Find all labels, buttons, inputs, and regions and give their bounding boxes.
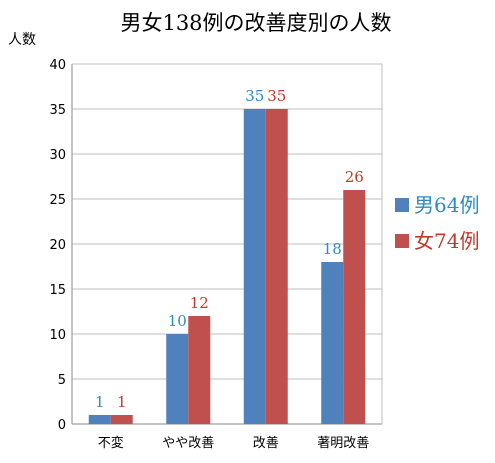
data-label: 1 [117, 393, 127, 411]
bar [243, 109, 266, 424]
y-tick-label: 0 [58, 418, 66, 433]
x-tick-label: 著明改善 [317, 435, 369, 451]
y-tick-label: 25 [49, 193, 66, 208]
data-label: 12 [190, 294, 209, 312]
bars [88, 109, 366, 424]
data-label: 26 [345, 168, 364, 186]
y-tick-label: 5 [58, 373, 66, 388]
y-axis-label: 人数 [8, 32, 36, 48]
bar [166, 334, 189, 424]
legend-swatch [395, 198, 409, 212]
bar [110, 415, 133, 424]
y-tick-label: 20 [49, 238, 66, 253]
y-tick-label: 15 [49, 283, 66, 298]
bar [265, 109, 288, 424]
x-tick-labels: 不変 やや改善 改善 著明改善 [98, 435, 370, 451]
y-tick-label: 35 [49, 103, 66, 118]
legend-swatch [395, 234, 409, 248]
y-tick-labels: 0 5 10 15 20 25 30 35 40 [49, 58, 66, 433]
legend-label: 男64例 [414, 193, 479, 217]
bar [321, 262, 344, 424]
gridlines [71, 63, 383, 425]
bar [188, 316, 211, 424]
x-tick-label: やや改善 [162, 435, 214, 451]
y-tick-label: 10 [49, 328, 66, 343]
chart-title: 男女138例の改善度別の人数 [120, 11, 391, 35]
data-label: 35 [267, 87, 286, 105]
x-tick-label: 改善 [253, 435, 279, 451]
x-tick-label: 不変 [98, 435, 124, 451]
bar [343, 190, 366, 424]
data-label: 10 [168, 312, 187, 330]
data-label: 1 [95, 393, 105, 411]
bar [88, 415, 111, 424]
data-label: 18 [323, 240, 342, 258]
legend-label: 女74例 [414, 229, 479, 253]
y-tick-label: 40 [49, 58, 66, 73]
y-tick-label: 30 [49, 148, 66, 163]
data-label: 35 [245, 87, 264, 105]
